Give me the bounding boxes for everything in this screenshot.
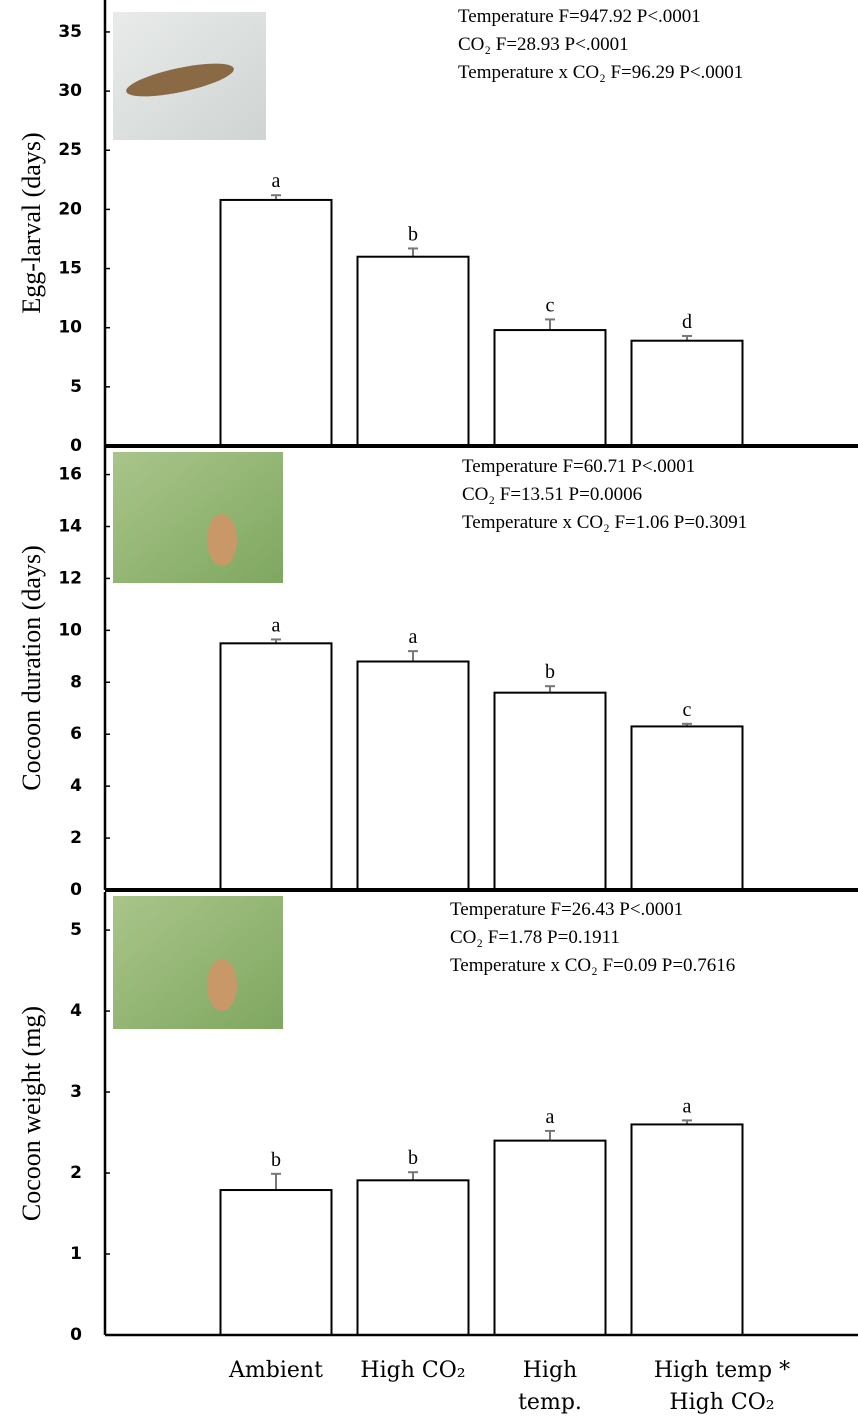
- y-axis-label: Cocoon duration (days): [17, 545, 46, 791]
- photo: [113, 452, 283, 583]
- significance-letter: b: [408, 223, 418, 245]
- bar: [630, 339, 744, 447]
- significance-letter: d: [682, 311, 692, 333]
- significance-letter: b: [545, 661, 555, 683]
- annotation: CO₂ F=13.51 P=0.0006: [462, 484, 642, 505]
- y-tick-label: 0: [70, 1325, 82, 1345]
- y-tick-label: 4: [70, 1001, 82, 1021]
- bar: [493, 691, 607, 892]
- photo: [113, 896, 283, 1029]
- significance-letter: c: [546, 294, 555, 316]
- annotation: CO₂ F=1.78 P=0.1911: [450, 927, 620, 948]
- y-tick-label: 0: [70, 436, 82, 456]
- x-tick-label: High CO₂: [360, 1358, 465, 1383]
- bar: [356, 1179, 470, 1337]
- y-tick-label: 16: [58, 465, 82, 485]
- y-tick-label: 6: [70, 724, 82, 744]
- annotation: Temperature F=60.71 P<.0001: [462, 456, 695, 477]
- bar: [219, 1189, 333, 1337]
- significance-letter: a: [272, 170, 281, 192]
- photo-larva: [126, 63, 234, 97]
- bar: [493, 1139, 607, 1337]
- significance-letter: a: [546, 1106, 555, 1128]
- significance-letter: c: [683, 699, 692, 721]
- x-tick-label: High temp.: [518, 1358, 582, 1415]
- y-tick-label: 5: [70, 920, 82, 940]
- bar: [356, 255, 470, 447]
- significance-letter: a: [683, 1095, 692, 1117]
- y-tick-label: 4: [70, 776, 82, 796]
- y-tick-label: 1: [70, 1244, 82, 1264]
- x-tick-label: Ambient: [228, 1358, 323, 1383]
- bar: [219, 198, 333, 447]
- y-tick-label: 15: [58, 259, 82, 279]
- y-axis-label: Cocoon weight (mg): [17, 1006, 46, 1221]
- y-tick-label: 12: [58, 568, 82, 588]
- significance-letter: b: [408, 1147, 418, 1169]
- y-tick-label: 3: [70, 1082, 82, 1102]
- annotation: Temperature F=26.43 P<.0001: [450, 899, 683, 920]
- y-tick-label: 8: [70, 672, 82, 692]
- y-axis-label: Egg-larval (days): [17, 132, 46, 313]
- significance-letter: a: [409, 626, 418, 648]
- annotation: Temperature F=947.92 P<.0001: [458, 6, 701, 27]
- y-tick-label: 2: [70, 828, 82, 848]
- y-tick-label: 10: [58, 620, 82, 640]
- y-tick-label: 10: [58, 318, 82, 338]
- photo-cocoon: [207, 514, 237, 566]
- bar: [219, 642, 333, 891]
- y-tick-label: 5: [70, 377, 82, 397]
- annotation: Temperature x CO₂ F=0.09 P=0.7616: [450, 955, 735, 976]
- y-tick-label: 25: [58, 140, 82, 160]
- y-tick-label: 0: [70, 880, 82, 900]
- photo-cocoon: [207, 959, 237, 1011]
- bar: [630, 1123, 744, 1336]
- significance-letter: b: [271, 1149, 281, 1171]
- y-tick-label: 35: [58, 22, 82, 42]
- y-tick-label: 14: [58, 516, 82, 536]
- bar: [356, 660, 470, 892]
- y-tick-label: 2: [70, 1163, 82, 1183]
- bar: [493, 329, 607, 447]
- y-tick-label: 20: [58, 199, 82, 219]
- annotation: CO₂ F=28.93 P<.0001: [458, 34, 629, 55]
- significance-letter: a: [272, 614, 281, 636]
- y-tick-label: 30: [58, 81, 82, 101]
- annotation: Temperature x CO₂ F=96.29 P<.0001: [458, 62, 743, 83]
- annotation: Temperature x CO₂ F=1.06 P=0.3091: [462, 512, 747, 533]
- bar: [630, 725, 744, 892]
- x-tick-label: High temp * High CO₂: [654, 1358, 790, 1415]
